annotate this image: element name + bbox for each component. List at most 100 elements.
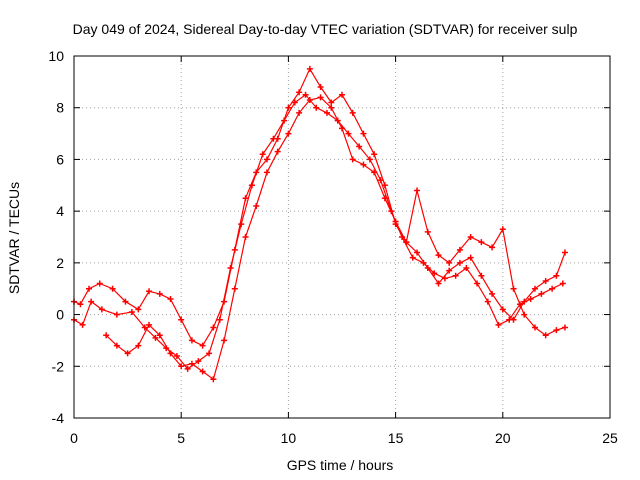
data-point (210, 324, 217, 331)
data-point (259, 151, 266, 158)
data-point (377, 177, 384, 184)
data-point (381, 195, 388, 202)
data-point (173, 352, 180, 359)
data-point (242, 195, 249, 202)
data-point (542, 277, 549, 284)
data-point (456, 246, 463, 253)
data-point (167, 296, 174, 303)
data-point (238, 221, 245, 228)
x-tick-labels: 0 5 10 15 20 25 (70, 430, 618, 446)
data-point (489, 244, 496, 251)
data-point (79, 321, 86, 328)
data-point (424, 228, 431, 235)
grid (74, 56, 610, 418)
y-tick-label: -2 (52, 358, 65, 374)
data-point (146, 288, 153, 295)
data-point (499, 306, 506, 313)
data-point (467, 234, 474, 240)
data-point (199, 368, 206, 375)
y-tick-label: 4 (56, 203, 64, 219)
y-tick-labels: -4 -2 0 2 4 6 8 10 (48, 48, 64, 426)
data-point (291, 99, 298, 106)
x-tick-label: 0 (70, 430, 78, 446)
data-point (302, 91, 309, 98)
data-point (128, 308, 135, 315)
data-point (531, 285, 538, 292)
data-point (113, 342, 120, 349)
data-point (510, 285, 517, 292)
data-point (296, 109, 303, 116)
data-point (152, 334, 159, 341)
data-point (360, 130, 367, 137)
y-tick-label: 6 (56, 151, 64, 167)
data-point (542, 332, 549, 339)
data-point (349, 109, 356, 116)
data-point (88, 298, 95, 305)
data-point (188, 337, 195, 344)
data-point (463, 265, 470, 272)
data-point (441, 275, 448, 282)
data-point (167, 350, 174, 357)
data-point (242, 234, 249, 240)
data-point (446, 259, 453, 266)
data-point (296, 89, 303, 96)
data-point (96, 280, 103, 287)
y-tick-label: 0 (56, 307, 64, 323)
data-point (452, 272, 459, 279)
data-point (499, 226, 506, 233)
data-point (467, 254, 474, 261)
data-point (489, 290, 496, 297)
data-point (313, 104, 320, 111)
data-point (109, 285, 116, 292)
data-point (317, 84, 324, 91)
data-point (285, 130, 292, 137)
y-tick-label: -4 (52, 410, 65, 426)
data-point (98, 306, 105, 313)
data-point (328, 104, 335, 111)
series-line (73, 93, 564, 370)
data-point (86, 285, 93, 292)
data-point (113, 311, 120, 318)
data-point (263, 169, 270, 176)
data-point (371, 169, 378, 176)
data-point (306, 96, 313, 103)
data-point (478, 239, 485, 246)
data-point (135, 342, 142, 349)
data-point (553, 272, 560, 279)
y-tick-label: 2 (56, 255, 64, 271)
data-point (366, 156, 373, 163)
series-track-a (71, 65, 568, 349)
data-point (156, 332, 163, 339)
data-point (456, 259, 463, 266)
data-point (77, 301, 84, 308)
data-point (527, 296, 534, 303)
data-point (495, 321, 502, 328)
x-tick-label: 25 (602, 430, 618, 446)
data-point (122, 298, 129, 305)
data-point (371, 151, 378, 158)
data-point (506, 316, 513, 323)
data-point (531, 324, 538, 331)
data-point (146, 321, 153, 328)
y-tick-label: 8 (56, 100, 64, 116)
x-tick-label: 5 (177, 430, 185, 446)
data-point (538, 290, 545, 297)
data-point (435, 280, 442, 287)
data-point (317, 94, 324, 101)
data-point (339, 125, 345, 132)
plot-frame (73, 55, 611, 419)
series-track-b (71, 91, 566, 372)
data-point (216, 316, 223, 323)
data-point (323, 109, 330, 116)
data-point (178, 363, 185, 370)
data-point (221, 337, 228, 344)
data-point (306, 65, 313, 72)
data-point (184, 365, 191, 372)
data-point (210, 376, 217, 383)
data-point (124, 350, 131, 357)
x-tick-label: 20 (495, 430, 511, 446)
data-point (559, 280, 566, 287)
x-tick-label: 10 (281, 430, 297, 446)
